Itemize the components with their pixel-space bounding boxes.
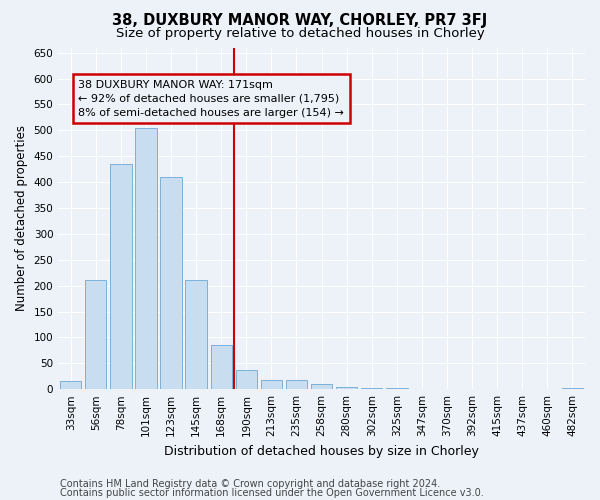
- Bar: [261, 380, 282, 389]
- Bar: [85, 280, 106, 389]
- Text: 38, DUXBURY MANOR WAY, CHORLEY, PR7 3FJ: 38, DUXBURY MANOR WAY, CHORLEY, PR7 3FJ: [112, 12, 488, 28]
- Bar: [411, 388, 433, 389]
- Bar: [286, 380, 307, 389]
- Bar: [160, 177, 182, 389]
- Text: Contains public sector information licensed under the Open Government Licence v3: Contains public sector information licen…: [60, 488, 484, 498]
- Bar: [461, 388, 483, 389]
- Bar: [311, 384, 332, 389]
- Bar: [136, 128, 157, 389]
- Text: Contains HM Land Registry data © Crown copyright and database right 2024.: Contains HM Land Registry data © Crown c…: [60, 479, 440, 489]
- Bar: [336, 386, 358, 389]
- Text: Size of property relative to detached houses in Chorley: Size of property relative to detached ho…: [116, 28, 484, 40]
- Bar: [361, 388, 382, 389]
- Bar: [185, 280, 207, 389]
- Y-axis label: Number of detached properties: Number of detached properties: [15, 126, 28, 312]
- Bar: [436, 388, 458, 389]
- X-axis label: Distribution of detached houses by size in Chorley: Distribution of detached houses by size …: [164, 444, 479, 458]
- Bar: [110, 164, 131, 389]
- Bar: [60, 382, 82, 389]
- Bar: [236, 370, 257, 389]
- Bar: [211, 345, 232, 389]
- Bar: [562, 388, 583, 389]
- Bar: [386, 388, 407, 389]
- Text: 38 DUXBURY MANOR WAY: 171sqm
← 92% of detached houses are smaller (1,795)
8% of : 38 DUXBURY MANOR WAY: 171sqm ← 92% of de…: [78, 80, 344, 118]
